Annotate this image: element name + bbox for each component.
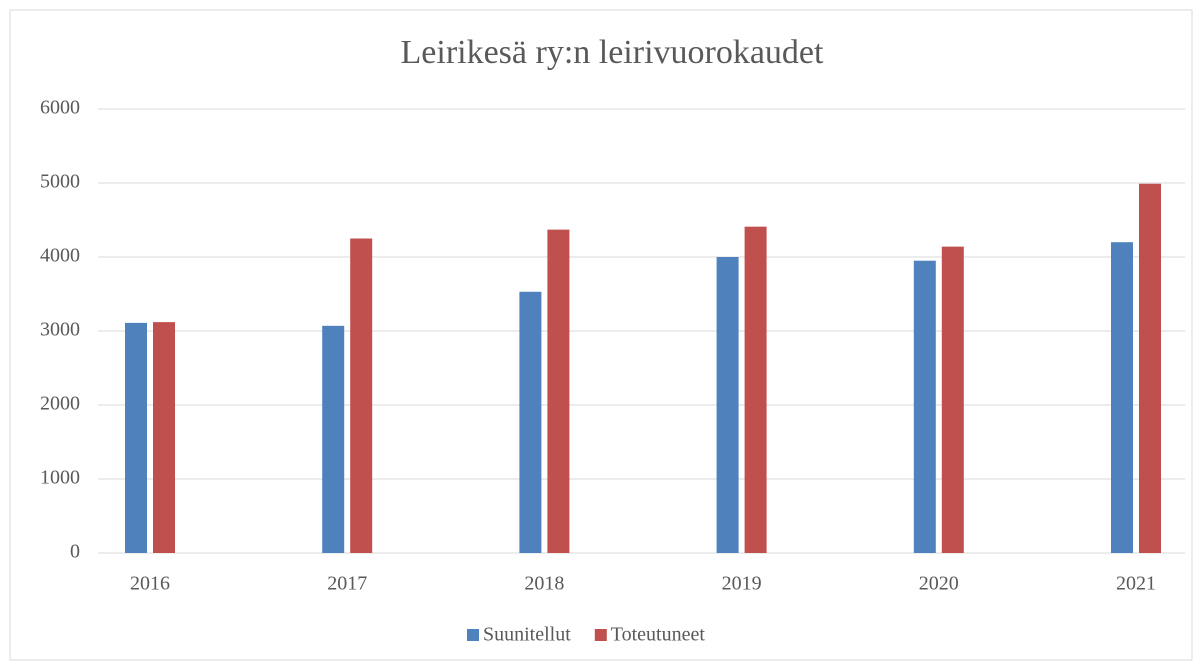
x-tick-label: 2018 — [524, 573, 564, 595]
x-tick-label: 2016 — [130, 573, 170, 595]
y-tick-label: 1000 — [40, 467, 80, 489]
y-tick-label: 0 — [70, 541, 80, 563]
bar — [941, 246, 964, 553]
y-tick-label: 4000 — [40, 245, 80, 267]
x-tick-label: 2021 — [1116, 573, 1156, 595]
bar — [322, 325, 345, 553]
bar — [1139, 183, 1161, 554]
x-tick-label: 2017 — [327, 573, 367, 595]
x-tick-label: 2020 — [919, 573, 959, 595]
y-tick-label: 3000 — [40, 319, 80, 341]
legend-label: Suunitellut — [483, 624, 571, 646]
bar — [716, 257, 739, 553]
bar — [519, 291, 542, 553]
bar — [913, 260, 936, 553]
bar — [125, 322, 147, 553]
y-tick-label: 6000 — [40, 97, 80, 119]
bar — [350, 238, 373, 553]
bar — [153, 322, 175, 553]
x-tick-label: 2019 — [722, 573, 762, 595]
chart-title: Leirikesä ry:n leirivuorokaudet — [401, 34, 825, 71]
chart-frame — [9, 9, 1193, 661]
bar — [547, 229, 570, 553]
y-tick-label: 5000 — [40, 171, 80, 193]
y-tick-label: 2000 — [40, 393, 80, 415]
legend-swatch — [594, 629, 607, 641]
bar — [744, 226, 767, 553]
bar — [1111, 242, 1133, 553]
legend-label: Toteutuneet — [611, 624, 706, 646]
legend-swatch — [467, 629, 479, 641]
